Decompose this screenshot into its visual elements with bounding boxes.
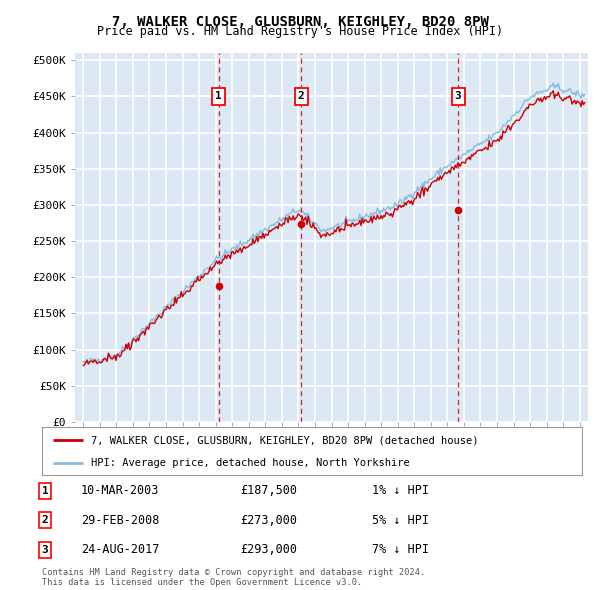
Text: 1% ↓ HPI: 1% ↓ HPI	[372, 484, 429, 497]
Text: 7% ↓ HPI: 7% ↓ HPI	[372, 543, 429, 556]
Text: 24-AUG-2017: 24-AUG-2017	[81, 543, 160, 556]
Text: 1: 1	[215, 91, 222, 101]
Text: 2: 2	[298, 91, 304, 101]
Text: 5% ↓ HPI: 5% ↓ HPI	[372, 514, 429, 527]
Text: 7, WALKER CLOSE, GLUSBURN, KEIGHLEY, BD20 8PW: 7, WALKER CLOSE, GLUSBURN, KEIGHLEY, BD2…	[112, 15, 488, 29]
Text: 3: 3	[455, 91, 461, 101]
Text: £273,000: £273,000	[240, 514, 297, 527]
Text: 10-MAR-2003: 10-MAR-2003	[81, 484, 160, 497]
Text: Contains HM Land Registry data © Crown copyright and database right 2024.
This d: Contains HM Land Registry data © Crown c…	[42, 568, 425, 587]
Text: Price paid vs. HM Land Registry's House Price Index (HPI): Price paid vs. HM Land Registry's House …	[97, 25, 503, 38]
Text: 2: 2	[41, 516, 49, 525]
Text: 7, WALKER CLOSE, GLUSBURN, KEIGHLEY, BD20 8PW (detached house): 7, WALKER CLOSE, GLUSBURN, KEIGHLEY, BD2…	[91, 435, 478, 445]
Text: £293,000: £293,000	[240, 543, 297, 556]
Text: £187,500: £187,500	[240, 484, 297, 497]
Text: HPI: Average price, detached house, North Yorkshire: HPI: Average price, detached house, Nort…	[91, 458, 409, 468]
Text: 29-FEB-2008: 29-FEB-2008	[81, 514, 160, 527]
Text: 1: 1	[41, 486, 49, 496]
Text: 3: 3	[41, 545, 49, 555]
